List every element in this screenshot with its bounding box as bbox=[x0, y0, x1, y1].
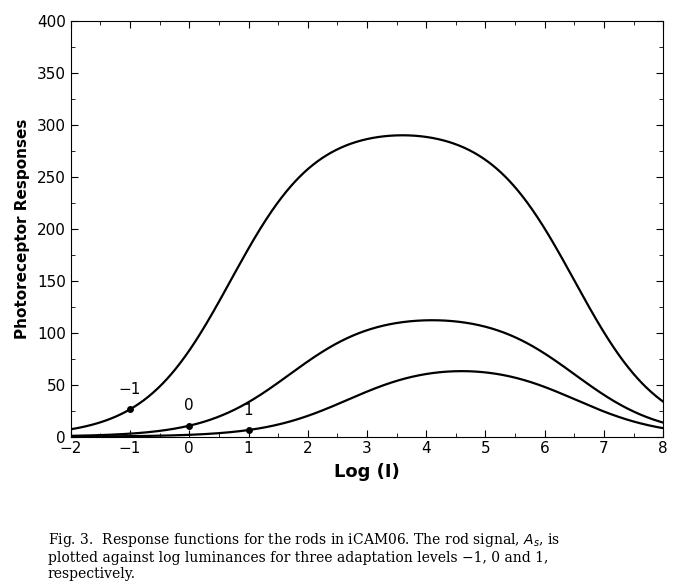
Text: 1: 1 bbox=[244, 402, 253, 418]
Y-axis label: Photoreceptor Responses: Photoreceptor Responses bbox=[15, 119, 30, 339]
Text: Fig. 3.  Response functions for the rods in iCAM06. The rod signal, $A_s$, is
pl: Fig. 3. Response functions for the rods … bbox=[48, 531, 560, 581]
X-axis label: Log (I): Log (I) bbox=[334, 463, 400, 481]
Text: −1: −1 bbox=[119, 382, 141, 397]
Text: 0: 0 bbox=[184, 398, 194, 413]
